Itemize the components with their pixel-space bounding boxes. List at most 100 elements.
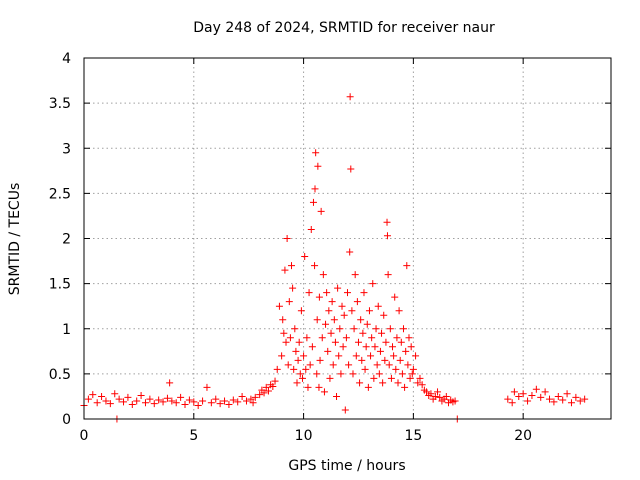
data-point — [328, 298, 336, 306]
data-point — [313, 370, 321, 378]
data-point — [281, 266, 289, 274]
data-point — [262, 383, 270, 391]
data-point — [319, 271, 327, 279]
data-point — [354, 338, 362, 346]
data-point — [510, 388, 518, 396]
data-point — [546, 395, 554, 403]
data-point — [528, 392, 536, 400]
data-point — [141, 399, 149, 407]
data-point — [325, 307, 333, 315]
data-point — [249, 399, 257, 407]
data-point — [384, 271, 392, 279]
data-point — [348, 307, 356, 315]
data-point — [508, 399, 516, 407]
data-point — [442, 392, 450, 400]
data-point — [317, 207, 325, 215]
data-point — [98, 392, 106, 400]
data-point — [115, 395, 123, 403]
data-point — [360, 289, 368, 297]
data-point — [336, 325, 344, 333]
data-point — [229, 396, 237, 404]
y-tick-label: 0 — [62, 412, 71, 428]
data-point — [286, 334, 294, 342]
data-point — [283, 235, 291, 242]
y-tick-label: 0.5 — [49, 367, 71, 383]
data-point — [554, 392, 562, 400]
data-point — [285, 298, 293, 306]
data-point — [207, 399, 215, 407]
data-point — [177, 393, 185, 401]
data-point — [392, 365, 400, 373]
data-point — [371, 343, 379, 351]
data-point — [271, 377, 279, 385]
x-tick-label: 0 — [80, 428, 89, 444]
data-point — [559, 396, 567, 404]
data-point — [133, 397, 141, 405]
data-point — [93, 399, 101, 407]
data-point — [379, 379, 387, 387]
data-point — [329, 361, 337, 369]
data-point — [416, 374, 424, 382]
y-tick-label: 1.5 — [49, 277, 71, 293]
data-point — [333, 392, 341, 400]
data-point — [378, 329, 386, 337]
data-point — [315, 383, 323, 391]
data-point — [344, 289, 351, 297]
data-point — [203, 383, 211, 391]
data-point — [120, 398, 128, 406]
data-point — [301, 253, 309, 261]
y-tick-label: 3 — [62, 141, 71, 157]
data-point — [550, 398, 558, 406]
data-point — [221, 397, 229, 405]
data-point — [269, 383, 277, 391]
y-tick-label: 2 — [62, 232, 71, 248]
x-tick-label: 15 — [404, 428, 422, 444]
data-point — [431, 392, 439, 400]
data-point — [298, 374, 306, 382]
data-point — [524, 397, 532, 405]
data-point — [370, 374, 378, 382]
data-point — [375, 370, 383, 378]
data-point — [406, 374, 414, 382]
data-point — [383, 218, 391, 226]
data-point — [314, 162, 322, 170]
data-point — [567, 399, 575, 407]
x-tick-label: 10 — [295, 428, 313, 444]
data-point — [337, 370, 345, 378]
data-point — [234, 398, 242, 406]
data-point — [185, 396, 193, 404]
data-point — [434, 388, 442, 396]
data-point — [279, 316, 287, 324]
data-point — [387, 374, 395, 382]
data-point — [331, 338, 339, 346]
data-point — [275, 302, 283, 310]
data-point — [293, 379, 301, 387]
data-point — [282, 338, 290, 346]
data-point — [316, 356, 324, 364]
data-point — [150, 400, 158, 408]
data-point — [335, 352, 343, 360]
data-point — [541, 388, 549, 396]
data-point — [159, 398, 167, 406]
data-point — [242, 397, 250, 405]
data-point — [84, 395, 92, 403]
data-point — [397, 338, 405, 346]
data-point — [216, 400, 224, 408]
data-point — [362, 343, 370, 351]
data-point — [297, 307, 305, 315]
data-point — [311, 262, 319, 270]
data-point — [212, 395, 220, 403]
data-point — [346, 248, 354, 256]
data-point — [311, 185, 319, 193]
data-point — [572, 393, 580, 401]
data-point — [402, 347, 410, 355]
data-point — [318, 334, 326, 342]
data-point — [247, 395, 255, 403]
data-point — [292, 347, 300, 355]
x-tick-label: 5 — [189, 428, 198, 444]
data-point — [307, 225, 315, 233]
data-point — [289, 284, 297, 292]
data-point — [194, 401, 202, 409]
data-point — [315, 293, 323, 301]
